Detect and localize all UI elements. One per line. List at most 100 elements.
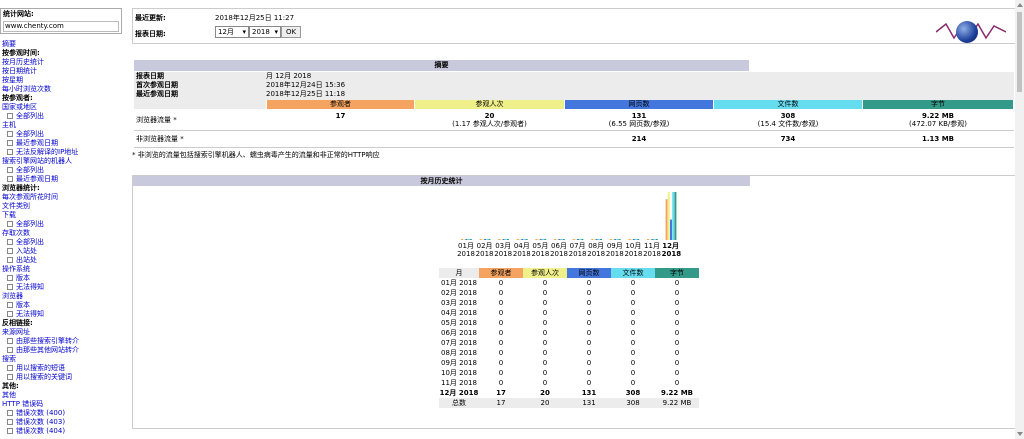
summary-info: 报表日期 月 12月 2018 首次参观日期 2018年12月24日 15:36… <box>134 72 1014 100</box>
viewed-traffic-label: 浏览器流量 * <box>136 116 177 124</box>
sidebar-link[interactable]: 存取次数 <box>2 229 30 237</box>
row-value: 9.22 MB <box>660 389 693 397</box>
month-axis-label: 03月 2018 <box>494 242 512 258</box>
row-value: 0 <box>586 319 592 327</box>
pages-bar <box>595 239 598 240</box>
ok-button[interactable]: OK <box>281 26 301 38</box>
month-label: 10月 <box>625 242 642 250</box>
monthly-table-row: 05月 2018 0 0 0 0 0 <box>439 318 699 328</box>
sidebar-link[interactable]: 全部列出 <box>0 130 124 139</box>
vertical-scrollbar[interactable] <box>1015 0 1024 439</box>
month-select[interactable]: 12月 ▾ <box>215 26 249 38</box>
scrollbar-thumb[interactable] <box>1017 12 1022 92</box>
row-month: 01月 2018 <box>441 279 477 287</box>
sidebar-link[interactable]: 用以搜索的短语 <box>0 364 124 373</box>
month-label: 02月 <box>476 242 493 250</box>
bytes-bar <box>562 239 565 240</box>
sidebar-link[interactable]: 浏览器 <box>2 292 23 300</box>
row-value: 0 <box>630 349 636 357</box>
sidebar-link[interactable]: 文件类别 <box>2 202 30 210</box>
monthly-table-row: 10月 2018 0 0 0 0 0 <box>439 368 699 378</box>
sidebar-link[interactable]: 全部列出 <box>0 220 124 229</box>
row-value: 0 <box>542 289 548 297</box>
sidebar-link[interactable]: 全部列出 <box>0 238 124 247</box>
sidebar-link[interactable]: 国家或地区 <box>2 103 37 111</box>
hits-bar <box>597 239 600 240</box>
sidebar-link[interactable]: 主机 <box>2 121 16 129</box>
sidebar-link[interactable]: 其他 <box>2 391 16 399</box>
sidebar-link[interactable]: 入站处 <box>0 247 124 256</box>
bytes-bar <box>655 239 658 240</box>
visits-bar <box>630 239 633 240</box>
sidebar-link[interactable]: 无法得知 <box>0 310 124 319</box>
row-value: 0 <box>542 279 548 287</box>
hits-bar <box>616 239 619 240</box>
sidebar-link[interactable]: 版本 <box>0 301 124 310</box>
month-label: 07月 <box>569 242 586 250</box>
sidebar-link[interactable]: 操作系统 <box>2 265 30 273</box>
month-axis-label: 01月 2018 <box>457 242 475 258</box>
sidebar-link[interactable]: 全部列出 <box>0 166 124 175</box>
row-month: 04月 2018 <box>441 309 477 317</box>
row-value: 0 <box>586 279 592 287</box>
summary-section: 摘要 报表日期 月 12月 2018 首次参观日期 2018年12月24日 15… <box>132 60 1014 154</box>
sidebar-link[interactable]: 按日期统计 <box>2 67 37 75</box>
scroll-up-icon[interactable] <box>1017 3 1023 7</box>
visitors-bar <box>461 239 463 240</box>
sidebar-link[interactable]: 版本 <box>0 274 124 283</box>
sidebar-link[interactable]: 出站处 <box>0 256 124 265</box>
visits-bar <box>537 239 540 240</box>
sidebar-link[interactable]: 最近参观日期 <box>0 175 124 184</box>
sidebar-link[interactable]: 错误次数 (404) <box>0 427 124 436</box>
year-label: 2018 <box>531 250 550 258</box>
pages-bar <box>521 239 524 240</box>
sidebar-link[interactable]: 全部列出 <box>0 112 124 121</box>
hits-bar <box>579 239 582 240</box>
sidebar-link[interactable]: 按月历史统计 <box>2 58 44 66</box>
row-value: 0 <box>542 369 548 377</box>
month-label: 11月 <box>644 242 660 250</box>
row-month: 05月 2018 <box>441 319 477 327</box>
sidebar-link[interactable]: 每次参观所花时间 <box>2 193 58 201</box>
sidebar-link[interactable]: 搜索引擎网站的机器人 <box>2 157 72 165</box>
hits-bar <box>523 239 526 240</box>
notviewed-traffic-label: 非浏览器流量 * <box>136 135 184 143</box>
sidebar-link[interactable]: 错误次数 (400) <box>0 409 124 418</box>
sidebar-link[interactable]: 搜索 <box>2 355 16 363</box>
row-month: 06月 2018 <box>441 329 477 337</box>
row-value: 0 <box>674 339 680 347</box>
monthly-table-header: 月 参观者 参观人次 网页数 文件数 字节 <box>439 268 699 278</box>
sidebar-link[interactable]: 用以搜索的关键词 <box>0 373 124 382</box>
sidebar-link[interactable]: 按星期 <box>2 76 23 84</box>
visits-bar <box>556 239 559 240</box>
last-update-value: 2018年12月25日 11:27 <box>215 14 295 22</box>
pages-bar <box>558 239 561 240</box>
viewed-visits: 20 <box>484 112 495 120</box>
sidebar-link[interactable]: 由那些搜索引擎转介 <box>0 337 124 346</box>
visits-bar <box>574 239 577 240</box>
monthly-table-row: 02月 2018 0 0 0 0 0 <box>439 288 699 298</box>
year-label: 2018 <box>643 250 661 258</box>
year-select[interactable]: 2018 ▾ <box>249 26 281 38</box>
monthly-table-row: 03月 2018 0 0 0 0 0 <box>439 298 699 308</box>
bytes-bar <box>469 239 472 240</box>
sidebar-link[interactable]: 摘要 <box>2 40 16 48</box>
monthly-bar-chart <box>461 192 677 240</box>
sidebar-section-heading: 按参观时间: <box>2 49 40 57</box>
bytes-bar <box>525 239 528 240</box>
sidebar-link[interactable]: 最近参观日期 <box>0 139 124 148</box>
sidebar-link[interactable]: 无法反解译的IP地址 <box>0 148 124 157</box>
sidebar-link[interactable]: 无法得知 <box>0 283 124 292</box>
sidebar-link[interactable]: HTTP 错误码 <box>2 400 44 408</box>
hits-bar <box>542 239 544 240</box>
month-axis-label: 12月 2018 <box>662 242 681 258</box>
visits-bar <box>612 239 614 240</box>
sidebar-link[interactable]: 由那些其他网站转介 <box>0 346 124 355</box>
sidebar-link[interactable]: 下载 <box>2 211 16 219</box>
month-axis-label: 09月 2018 <box>606 242 624 258</box>
sidebar-header: 统计网站: www.chenty.com <box>0 8 122 34</box>
scroll-down-icon[interactable] <box>1017 432 1023 436</box>
sidebar-link[interactable]: 来源网址 <box>2 328 30 336</box>
sidebar-link[interactable]: 每小时浏览次数 <box>2 85 51 93</box>
sidebar-link[interactable]: 错误次数 (403) <box>0 418 124 427</box>
